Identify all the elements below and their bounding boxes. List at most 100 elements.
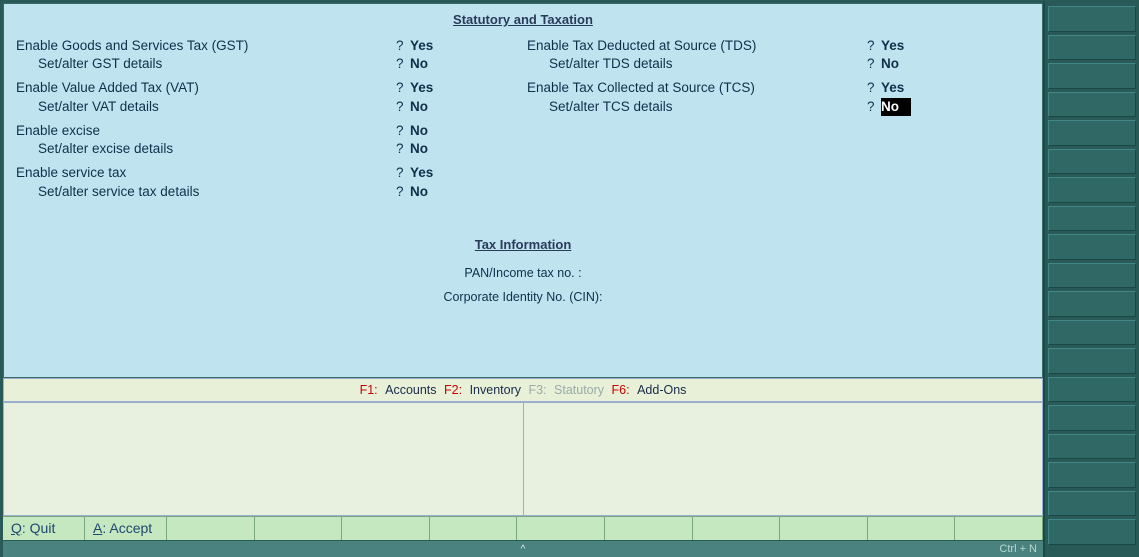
lower-split-panel [3,402,1043,516]
cin-row[interactable]: Corporate Identity No. (CIN): [16,290,1030,304]
prompt-mark: ? [396,79,410,97]
excise-value: No [410,122,440,140]
prompt-mark: ? [867,79,881,97]
rail-button[interactable] [1048,35,1136,61]
rail-button[interactable] [1048,149,1136,175]
service-sub-row[interactable]: Set/alter service tax details ? No [16,183,519,201]
rail-button[interactable] [1048,263,1136,289]
prompt-mark: ? [867,98,881,116]
rail-button[interactable] [1048,519,1136,545]
tcs-enable-row[interactable]: Enable Tax Collected at Source (TCS) ? Y… [527,79,1030,97]
left-area: Statutory and Taxation Enable Goods and … [0,0,1043,557]
bottom-slot [780,517,868,540]
excise-label: Enable excise [16,122,396,140]
vat-sub-row[interactable]: Set/alter VAT details ? No [16,98,519,116]
rail-button[interactable] [1048,206,1136,232]
tds-sub-row[interactable]: Set/alter TDS details ? No [527,55,1030,73]
prompt-mark: ? [867,55,881,73]
tcs-label: Enable Tax Collected at Source (TCS) [527,79,867,97]
prompt-mark: ? [396,98,410,116]
f3-key: F3: [528,383,546,397]
f2-key[interactable]: F2: [444,383,462,397]
tds-sub-label: Set/alter TDS details [527,55,867,73]
excise-sub-label: Set/alter excise details [16,140,396,158]
bottom-slot [255,517,343,540]
tcs-sub-value[interactable]: No [881,98,911,116]
lower-right-pane [524,403,1043,515]
accept-button[interactable]: A: Accept [85,517,167,540]
rail-button[interactable] [1048,92,1136,118]
prompt-mark: ? [396,37,410,55]
tds-group: Enable Tax Deducted at Source (TDS) ? Ye… [527,37,1030,73]
rail-button[interactable] [1048,377,1136,403]
statutory-panel: Statutory and Taxation Enable Goods and … [3,3,1043,378]
gst-sub-value: No [410,55,440,73]
quit-key: Q [11,520,22,536]
bottom-slot [868,517,956,540]
lower-left-pane [4,403,524,515]
rail-button[interactable] [1048,434,1136,460]
rail-button[interactable] [1048,234,1136,260]
excise-group: Enable excise ? No Set/alter excise deta… [16,122,519,158]
excise-enable-row[interactable]: Enable excise ? No [16,122,519,140]
prompt-mark: ? [396,164,410,182]
accept-key: A [93,520,102,536]
tcs-value: Yes [881,79,911,97]
rail-button[interactable] [1048,405,1136,431]
quit-button[interactable]: Q: Quit [3,517,85,540]
tcs-group: Enable Tax Collected at Source (TCS) ? Y… [527,79,1030,115]
excise-sub-value: No [410,140,440,158]
rail-button[interactable] [1048,320,1136,346]
f2-label[interactable]: Inventory [470,383,521,397]
service-value: Yes [410,164,440,182]
tds-value: Yes [881,37,911,55]
tds-sub-value: No [881,55,911,73]
prompt-mark: ? [867,37,881,55]
rail-button[interactable] [1048,491,1136,517]
gst-sub-row[interactable]: Set/alter GST details ? No [16,55,519,73]
bottom-button-bar: Q: Quit A: Accept [3,516,1043,540]
gst-enable-row[interactable]: Enable Goods and Services Tax (GST) ? Ye… [16,37,519,55]
gst-value: Yes [410,37,440,55]
service-label: Enable service tax [16,164,396,182]
rail-button[interactable] [1048,177,1136,203]
vat-sub-label: Set/alter VAT details [16,98,396,116]
caret-up-icon[interactable]: ^ [521,544,526,555]
excise-sub-row[interactable]: Set/alter excise details ? No [16,140,519,158]
rail-button[interactable] [1048,120,1136,146]
f3-label: Statutory [554,383,604,397]
pan-row[interactable]: PAN/Income tax no. : [16,266,1030,280]
cin-label: Corporate Identity No. (CIN): [443,290,602,304]
prompt-mark: ? [396,183,410,201]
service-group: Enable service tax ? Yes Set/alter servi… [16,164,519,200]
rail-button[interactable] [1048,348,1136,374]
settings-col-right: Enable Tax Deducted at Source (TDS) ? Ye… [527,37,1030,207]
pan-label: PAN/Income tax no. : [464,266,581,280]
f1-label[interactable]: Accounts [385,383,436,397]
prompt-mark: ? [396,122,410,140]
accept-label: : Accept [102,520,152,536]
bottom-slot [955,517,1043,540]
rail-button[interactable] [1048,291,1136,317]
rail-button[interactable] [1048,6,1136,32]
service-enable-row[interactable]: Enable service tax ? Yes [16,164,519,182]
f1-key[interactable]: F1: [360,383,378,397]
tcs-sub-label: Set/alter TCS details [527,98,867,116]
rail-button[interactable] [1048,462,1136,488]
tax-info-heading: Tax Information [16,237,1030,252]
right-button-rail [1043,0,1139,557]
rail-button[interactable] [1048,63,1136,89]
bottom-slot [167,517,255,540]
vat-label: Enable Value Added Tax (VAT) [16,79,396,97]
f6-label[interactable]: Add-Ons [637,383,686,397]
vat-enable-row[interactable]: Enable Value Added Tax (VAT) ? Yes [16,79,519,97]
prompt-mark: ? [396,140,410,158]
tds-enable-row[interactable]: Enable Tax Deducted at Source (TDS) ? Ye… [527,37,1030,55]
tcs-sub-row[interactable]: Set/alter TCS details ? No [527,98,1030,116]
status-hotkey: Ctrl + N [999,543,1037,555]
f6-key[interactable]: F6: [612,383,630,397]
settings-columns: Enable Goods and Services Tax (GST) ? Ye… [16,37,1030,207]
vat-sub-value: No [410,98,440,116]
vat-group: Enable Value Added Tax (VAT) ? Yes Set/a… [16,79,519,115]
tds-label: Enable Tax Deducted at Source (TDS) [527,37,867,55]
